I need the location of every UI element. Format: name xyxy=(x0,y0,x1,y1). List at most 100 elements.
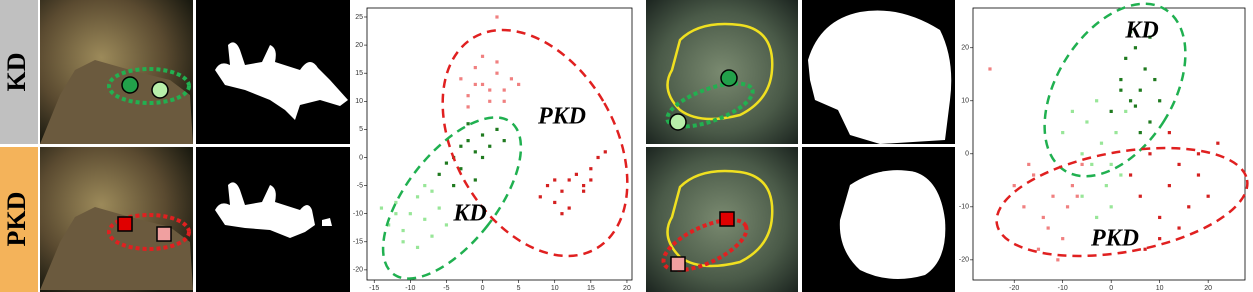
scatter-point xyxy=(473,150,477,154)
photo xyxy=(646,0,798,144)
x-tick-label: 20 xyxy=(1204,285,1212,292)
scatter-point xyxy=(1119,173,1123,177)
scatter-point xyxy=(589,167,593,171)
scatter-point xyxy=(1070,109,1074,113)
scatter-point xyxy=(1143,247,1147,251)
scatter-point xyxy=(553,178,557,182)
scatter-point xyxy=(459,167,463,171)
scatter-point xyxy=(1061,131,1065,135)
cluster-ellipse xyxy=(381,116,523,280)
scatter-point xyxy=(1051,194,1055,198)
scatter-point xyxy=(1177,162,1181,167)
cluster-ellipse xyxy=(995,146,1249,258)
scatter-point xyxy=(1167,131,1171,135)
scatter-point xyxy=(1041,215,1045,220)
scatter-point xyxy=(1075,194,1079,198)
scatter-point xyxy=(1148,120,1152,124)
scatter-point xyxy=(1095,215,1099,220)
scatter-point xyxy=(1090,162,1094,167)
scatter-point xyxy=(1196,173,1201,177)
scatter-point xyxy=(1158,99,1162,103)
mask xyxy=(802,147,955,292)
scatter-point xyxy=(430,234,434,238)
scatter-point xyxy=(1177,226,1181,230)
photo xyxy=(646,147,798,292)
scatter-point xyxy=(1085,120,1089,124)
scatter-point xyxy=(560,212,564,216)
scatter-point xyxy=(574,172,579,176)
scatter-point xyxy=(502,139,506,143)
y-tick-label: 0 xyxy=(359,154,363,161)
scatter-point xyxy=(466,94,470,98)
annotation: PKD xyxy=(537,104,586,130)
scatter-point xyxy=(1104,184,1108,188)
scatter-point xyxy=(1056,258,1060,262)
scatter-point xyxy=(1109,205,1113,209)
y-tick-label: 15 xyxy=(355,70,363,77)
x-tick-label: 10 xyxy=(551,285,559,292)
y-tick-label: -20 xyxy=(353,267,363,274)
scatter-point xyxy=(1128,173,1133,177)
scatter-point xyxy=(466,105,470,109)
scatter-point xyxy=(394,200,398,205)
x-tick-label: 20 xyxy=(623,285,631,292)
y-tick-label: 20 xyxy=(961,45,969,52)
scatter-point xyxy=(1138,131,1142,135)
scatter-point xyxy=(1138,88,1142,92)
scatter-point xyxy=(459,144,463,148)
scatter-point xyxy=(1095,99,1099,103)
scatter-point xyxy=(415,245,420,250)
scatter-point xyxy=(560,189,564,193)
y-tick-label: -5 xyxy=(357,182,363,189)
mask xyxy=(802,0,955,144)
y-tick-label: 10 xyxy=(961,98,969,105)
scatter-point xyxy=(452,183,456,188)
scatter-point xyxy=(488,88,492,92)
scatter-point xyxy=(495,60,499,64)
scatter-point xyxy=(1153,77,1157,82)
cluster-ellipse xyxy=(441,28,629,258)
x-tick-label: -10 xyxy=(405,285,415,292)
x-tick-label: 10 xyxy=(1156,285,1164,292)
y-tick-label: -10 xyxy=(959,204,969,211)
scatter-point xyxy=(567,178,571,182)
scatter-point xyxy=(473,82,477,87)
y-tick-label: -10 xyxy=(353,211,363,218)
scatter-point xyxy=(1061,237,1065,241)
x-tick-label: -10 xyxy=(1058,285,1068,292)
scatter-point xyxy=(401,240,405,244)
scatter-point xyxy=(430,189,434,193)
scatter-point xyxy=(1167,184,1171,188)
scatter-point xyxy=(1109,109,1113,113)
plot-frame xyxy=(972,7,1246,281)
scatter-point xyxy=(1128,99,1133,103)
scatter-point xyxy=(1080,162,1084,167)
scatter-point xyxy=(495,71,499,75)
scatter-point xyxy=(1022,205,1026,209)
scatter-point xyxy=(502,88,506,92)
annotation: PKD xyxy=(1090,226,1139,252)
scatter-point xyxy=(444,161,449,165)
row-label-bg xyxy=(0,147,38,292)
scatter-point xyxy=(1036,247,1041,251)
scatter-point xyxy=(444,223,449,227)
scatter-point xyxy=(423,183,427,188)
scatter-point xyxy=(988,67,992,71)
scatter-point xyxy=(1148,152,1152,156)
scatter-point xyxy=(589,178,593,182)
scatter-point xyxy=(1133,104,1138,108)
row-label: KD xyxy=(2,53,31,92)
y-tick-label: -15 xyxy=(353,239,363,246)
scatter-point xyxy=(466,139,470,143)
scatter-point xyxy=(401,228,405,233)
scatter-point xyxy=(408,212,412,216)
scatter-point xyxy=(1124,109,1128,113)
scatter-point xyxy=(1216,141,1220,145)
scatter-point xyxy=(423,217,427,221)
cluster-ellipse xyxy=(1043,2,1187,178)
scatter-point xyxy=(596,155,600,160)
x-tick-label: 0 xyxy=(481,285,485,292)
scatter-point xyxy=(473,65,477,70)
scatter-point xyxy=(1065,205,1070,209)
